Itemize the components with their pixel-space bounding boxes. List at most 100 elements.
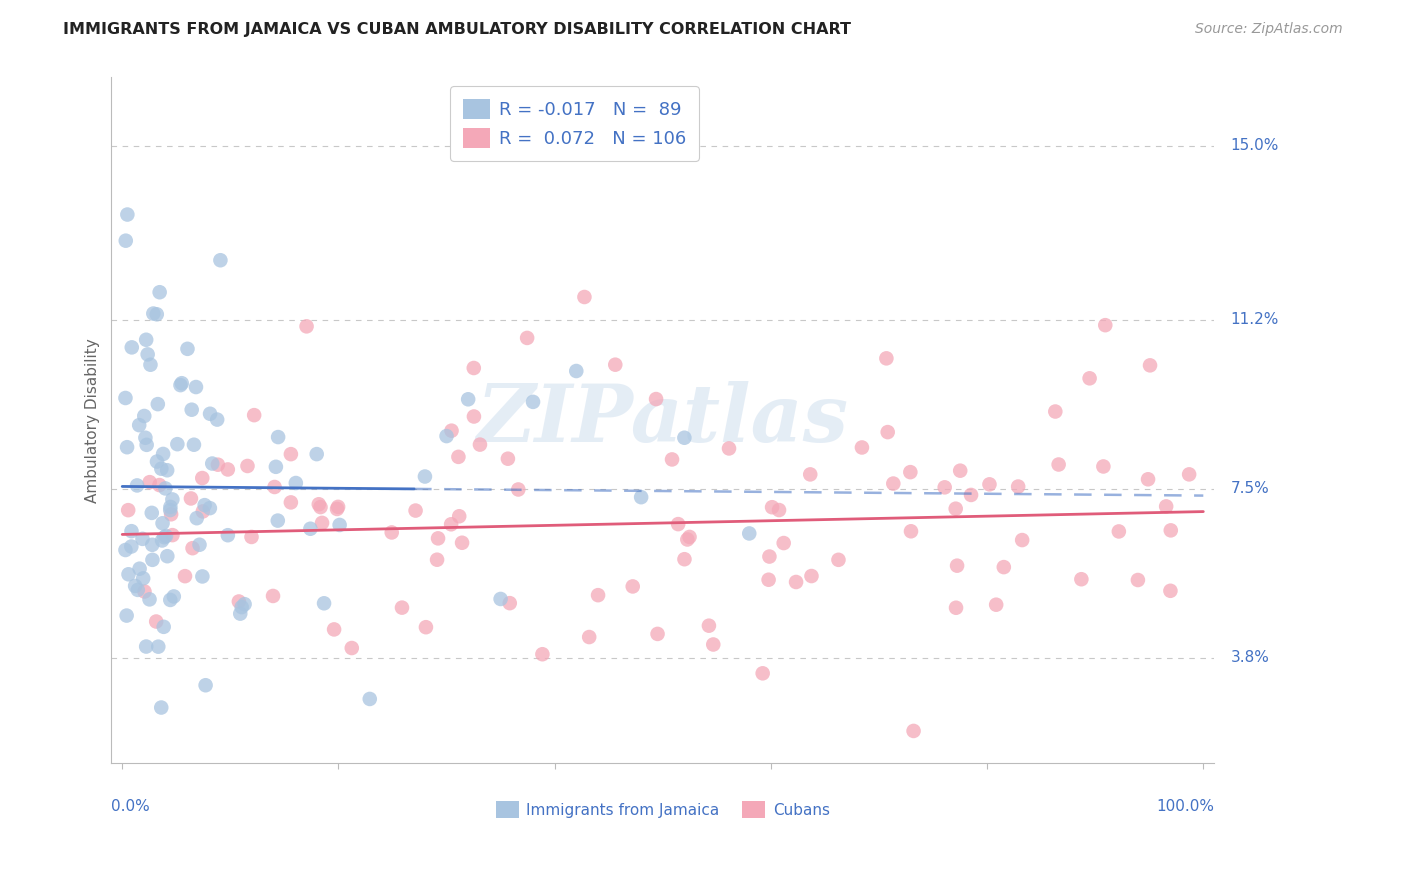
Point bbox=[181, 541, 204, 556]
Point bbox=[440, 424, 463, 438]
Point bbox=[117, 208, 139, 222]
Legend: R = -0.017   N =  89, R =  0.072   N = 106: R = -0.017 N = 89, R = 0.072 N = 106 bbox=[450, 87, 699, 161]
Point bbox=[1070, 572, 1092, 586]
Point bbox=[231, 600, 253, 615]
Point bbox=[468, 437, 491, 451]
Point bbox=[986, 598, 1008, 612]
Point bbox=[499, 596, 522, 610]
Point bbox=[578, 630, 600, 644]
Point bbox=[785, 574, 807, 589]
Point bbox=[1178, 467, 1201, 482]
Point bbox=[1047, 458, 1070, 472]
Point bbox=[496, 451, 519, 466]
Point bbox=[134, 584, 156, 599]
Point bbox=[415, 620, 437, 634]
Point bbox=[586, 588, 609, 602]
Point bbox=[121, 524, 143, 538]
Point bbox=[138, 592, 160, 607]
Point bbox=[875, 351, 897, 366]
Point bbox=[155, 482, 177, 496]
Point bbox=[138, 475, 160, 490]
Point bbox=[630, 490, 652, 504]
Point bbox=[758, 549, 780, 564]
Point bbox=[457, 392, 479, 407]
Point bbox=[697, 618, 720, 632]
Point bbox=[574, 290, 596, 304]
Point bbox=[876, 425, 898, 439]
Text: Source: ZipAtlas.com: Source: ZipAtlas.com bbox=[1195, 22, 1343, 37]
Point bbox=[761, 500, 783, 515]
Point bbox=[960, 488, 983, 502]
Point bbox=[1094, 318, 1116, 333]
Point bbox=[295, 319, 318, 334]
Point bbox=[661, 452, 683, 467]
Point bbox=[945, 600, 967, 615]
Point bbox=[132, 571, 155, 585]
Point bbox=[115, 608, 138, 623]
Point bbox=[311, 516, 333, 530]
Point bbox=[264, 459, 287, 474]
Point bbox=[676, 533, 699, 547]
Point bbox=[146, 397, 169, 411]
Point bbox=[391, 600, 413, 615]
Point bbox=[184, 380, 207, 394]
Point bbox=[1108, 524, 1130, 539]
Point bbox=[217, 528, 239, 542]
Point bbox=[436, 429, 458, 443]
Point bbox=[305, 447, 328, 461]
Point bbox=[176, 342, 198, 356]
Point bbox=[718, 442, 741, 456]
Point bbox=[131, 532, 153, 546]
Point bbox=[191, 471, 214, 485]
Point bbox=[621, 579, 644, 593]
Point bbox=[162, 528, 184, 542]
Point bbox=[413, 469, 436, 483]
Point bbox=[827, 553, 849, 567]
Point bbox=[114, 543, 136, 558]
Point bbox=[645, 392, 668, 406]
Point bbox=[135, 640, 157, 654]
Point bbox=[284, 476, 307, 491]
Point bbox=[1011, 533, 1033, 547]
Point bbox=[405, 503, 427, 517]
Point bbox=[127, 478, 149, 492]
Point bbox=[945, 501, 967, 516]
Point bbox=[451, 535, 474, 549]
Point bbox=[207, 458, 229, 472]
Point bbox=[702, 638, 724, 652]
Point bbox=[738, 526, 761, 541]
Point bbox=[751, 666, 773, 681]
Point bbox=[124, 579, 146, 593]
Point bbox=[236, 458, 259, 473]
Point bbox=[148, 478, 170, 492]
Y-axis label: Ambulatory Disability: Ambulatory Disability bbox=[86, 338, 100, 502]
Point bbox=[312, 596, 335, 610]
Point bbox=[309, 500, 332, 514]
Point bbox=[1160, 524, 1182, 538]
Point bbox=[772, 536, 794, 550]
Point bbox=[666, 517, 689, 532]
Text: 3.8%: 3.8% bbox=[1230, 650, 1270, 665]
Point bbox=[155, 529, 177, 543]
Point bbox=[934, 480, 956, 494]
Point bbox=[267, 430, 290, 444]
Point bbox=[121, 340, 143, 354]
Point bbox=[565, 364, 588, 378]
Point bbox=[229, 607, 252, 621]
Point bbox=[1137, 472, 1160, 486]
Point bbox=[243, 408, 266, 422]
Point bbox=[162, 492, 184, 507]
Point bbox=[209, 253, 232, 268]
Point bbox=[1078, 371, 1101, 385]
Point bbox=[180, 402, 202, 417]
Point bbox=[117, 503, 139, 517]
Point bbox=[449, 509, 471, 524]
Point bbox=[262, 589, 284, 603]
Point bbox=[678, 530, 700, 544]
Point bbox=[191, 504, 214, 518]
Point bbox=[180, 491, 202, 506]
Text: 7.5%: 7.5% bbox=[1230, 481, 1270, 496]
Text: 11.2%: 11.2% bbox=[1230, 312, 1278, 327]
Point bbox=[1126, 573, 1149, 587]
Point bbox=[153, 530, 176, 544]
